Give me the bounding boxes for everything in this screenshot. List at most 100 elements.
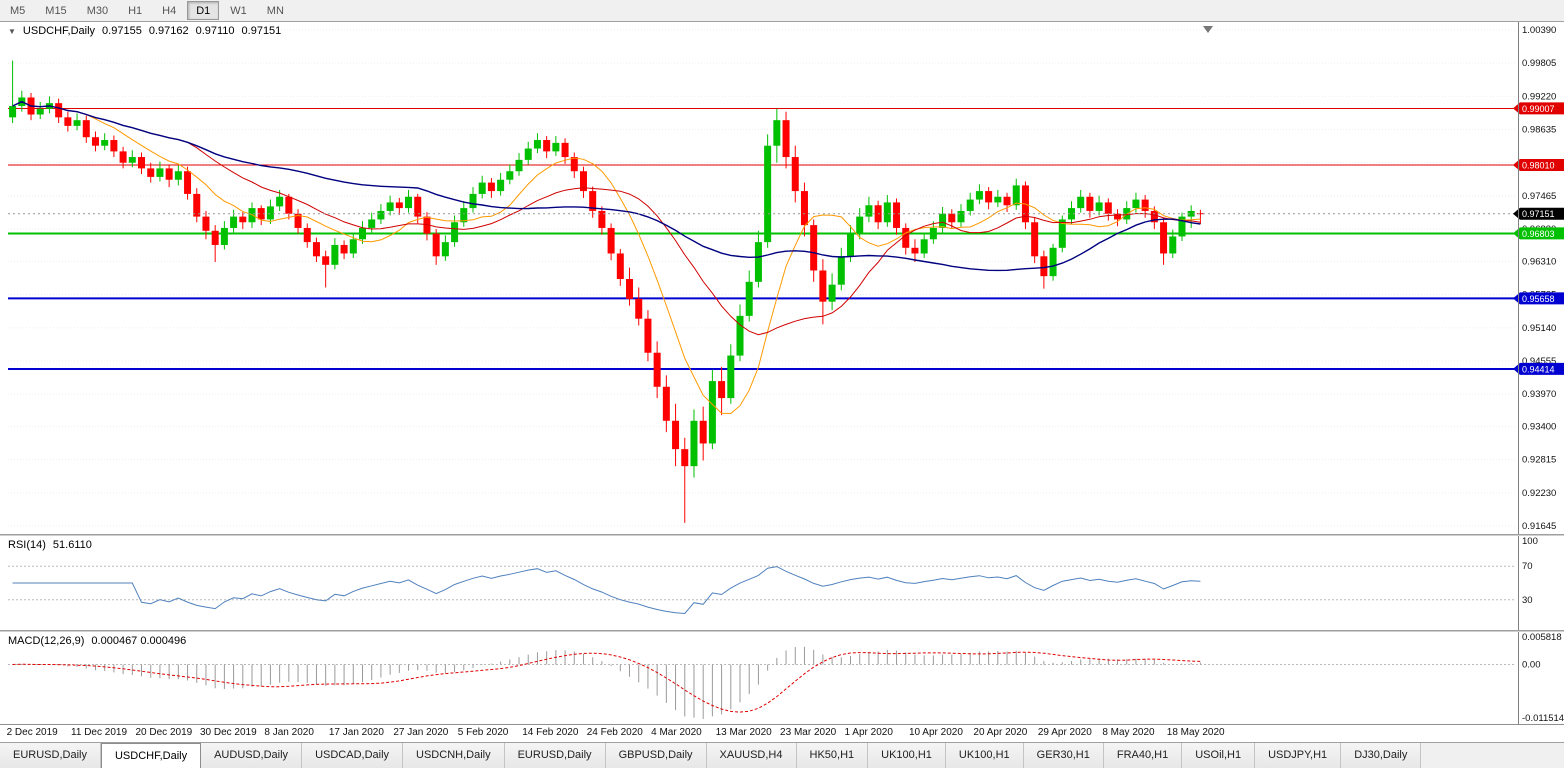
chart-tab-ger30-h1[interactable]: GER30,H1 [1023, 743, 1104, 768]
chart-tab-gbpusd-daily[interactable]: GBPUSD,Daily [605, 743, 707, 768]
date-label: 10 Apr 2020 [908, 727, 963, 738]
rsi-tick-label: 100 [1522, 536, 1538, 547]
date-label: 17 Jan 2020 [328, 727, 384, 738]
chart-tab-uk100-h1[interactable]: UK100,H1 [945, 743, 1024, 768]
ma-line-45 [12, 100, 1201, 272]
collapse-icon[interactable]: ▼ [8, 26, 16, 36]
chart-tab-fra40-h1[interactable]: FRA40,H1 [1103, 743, 1183, 768]
chart-tab-dj30-daily[interactable]: DJ30,Daily [1341, 743, 1422, 768]
price-tag[interactable]: 0.95658 [1513, 292, 1564, 305]
date-label: 23 Mar 2020 [780, 727, 837, 738]
date-label: 14 Feb 2020 [522, 727, 579, 738]
chart-tab-bar: EURUSD,Daily USDCHF,Daily AUDUSD,Daily USDC… [0, 742, 1564, 768]
date-label: 20 Apr 2020 [973, 727, 1028, 738]
chart-symbol-label: USDCHF,Daily [22, 25, 96, 37]
macd-header: MACD(12,26,9) 0.000467 0.000496 [8, 635, 186, 647]
date-label: 4 Mar 2020 [651, 727, 702, 738]
date-label: 29 Apr 2020 [1037, 727, 1092, 738]
date-label: 30 Dec 2019 [199, 727, 257, 738]
timeframe-mn[interactable]: MN [258, 1, 293, 20]
price-tick-label: 0.97465 [1522, 191, 1556, 202]
timeframe-m30[interactable]: M30 [78, 1, 117, 20]
time-axis[interactable]: 2 Dec 2019 11 Dec 2019 20 Dec 2019 30 Dec 2… [0, 724, 1564, 742]
chart-tab-uk100-h1[interactable]: UK100,H1 [868, 743, 946, 768]
price-tag-label: 0.96803 [1522, 229, 1555, 239]
date-label: 24 Feb 2020 [586, 727, 643, 738]
chart-tab-usdcad-daily[interactable]: USDCAD,Daily [302, 743, 404, 768]
price-tag-label: 0.98010 [1522, 160, 1555, 170]
date-label: 8 Jan 2020 [264, 727, 314, 738]
ma-line-9 [12, 101, 1201, 415]
macd-values: 0.000467 0.000496 [91, 635, 187, 647]
chart-tab-xauusd-h4[interactable]: XAUUSD,H4 [706, 743, 797, 768]
panel-splitter[interactable] [0, 534, 1564, 536]
rsi-header: RSI(14) 51.6110 [8, 539, 92, 551]
chart-shift-marker[interactable] [1203, 26, 1213, 33]
macd-name: MACD(12,26,9) [8, 635, 85, 647]
price-tick-label: 0.99805 [1522, 58, 1556, 69]
price-tag[interactable]: 0.98010 [1513, 159, 1564, 171]
price-tick-label: 0.96310 [1522, 256, 1556, 267]
price-tick-label: 0.94555 [1522, 356, 1556, 367]
date-label: 5 Feb 2020 [457, 727, 509, 738]
price-tag[interactable]: 0.97151 [1513, 207, 1564, 220]
date-label: 20 Dec 2019 [135, 727, 193, 738]
chart-tab-usdjpy-h1[interactable]: USDJPY,H1 [1255, 743, 1342, 768]
price-tag[interactable]: 0.96803 [1513, 227, 1564, 240]
chart-close-value: 0.97151 [241, 25, 282, 37]
ma-line-20 [12, 101, 1201, 336]
chart-high-value: 0.97162 [148, 25, 189, 37]
rsi-panel: RSI(14) 51.6110 100 70 30 [0, 536, 1564, 630]
macd-histogram [21, 646, 1201, 719]
chart-tab-eurusd-daily[interactable]: EURUSD,Daily [0, 743, 101, 768]
date-label: 18 May 2020 [1166, 727, 1225, 738]
panel-splitter[interactable] [0, 630, 1564, 632]
date-label: 13 Mar 2020 [715, 727, 772, 738]
price-tick-label: 0.95140 [1522, 323, 1556, 334]
chart-tab-audusd-daily[interactable]: AUDUSD,Daily [201, 743, 303, 768]
macd-tick-label: -0.011514 [1522, 713, 1564, 724]
price-tick-label: 0.91645 [1522, 521, 1556, 532]
chart-open-value: 0.97155 [102, 25, 142, 37]
timeframe-m5[interactable]: M5 [1, 1, 34, 20]
date-label: 8 May 2020 [1102, 727, 1155, 738]
timeframe-h1[interactable]: H1 [119, 1, 151, 20]
date-label: 27 Jan 2020 [393, 727, 449, 738]
timeframe-m15[interactable]: M15 [36, 1, 75, 20]
macd-tick-label: 0.00 [1522, 660, 1541, 671]
rsi-tick-label: 70 [1522, 561, 1533, 572]
timeframe-d1[interactable]: D1 [187, 1, 220, 20]
macd-tick-label: 0.005818 [1522, 632, 1562, 643]
date-label: 11 Dec 2019 [71, 727, 128, 738]
price-tag-label: 0.97151 [1522, 209, 1555, 219]
chart-tab-hk50-h1[interactable]: HK50,H1 [796, 743, 869, 768]
rsi-chart[interactable]: 100 70 30 [0, 536, 1564, 630]
date-label: 1 Apr 2020 [844, 727, 893, 738]
price-tag[interactable]: 0.94414 [1513, 362, 1564, 375]
price-chart[interactable]: 1.003900.998050.992200.986350.980500.974… [0, 22, 1564, 534]
price-tick-label: 0.98635 [1522, 125, 1556, 136]
price-tag-label: 0.95658 [1522, 294, 1555, 304]
chart-tab-usdcnh-daily[interactable]: USDCNH,Daily [403, 743, 505, 768]
timeframe-h4[interactable]: H4 [153, 1, 185, 20]
macd-chart[interactable]: 0.005818 0.00 -0.011514 [0, 632, 1564, 724]
chart-tab-usdchf-daily[interactable]: USDCHF,Daily [100, 743, 202, 768]
date-label: 2 Dec 2019 [6, 727, 58, 738]
price-tick-label: 0.93400 [1522, 421, 1556, 432]
timeframe-w1[interactable]: W1 [221, 1, 256, 20]
timeframe-toolbar: M5 M15 M30 H1 H4 D1 W1 MN [0, 0, 1564, 22]
macd-signal-line [12, 651, 1201, 713]
chart-title: ▼ USDCHF,Daily 0.97155 0.97162 0.97110 0… [8, 25, 281, 37]
chart-tab-usoil-h1[interactable]: USOil,H1 [1182, 743, 1256, 768]
price-tick-label: 1.00390 [1522, 25, 1556, 36]
rsi-name: RSI(14) [8, 539, 46, 551]
chart-tab-eurusd-daily[interactable]: EURUSD,Daily [504, 743, 606, 768]
price-tag[interactable]: 0.99007 [1513, 102, 1564, 115]
price-tick-label: 0.92815 [1522, 455, 1556, 466]
price-tag-label: 0.99007 [1522, 104, 1555, 114]
chart-low-value: 0.97110 [195, 25, 235, 37]
rsi-line [12, 566, 1201, 615]
rsi-value: 51.6110 [52, 539, 92, 551]
candles [9, 60, 1204, 523]
